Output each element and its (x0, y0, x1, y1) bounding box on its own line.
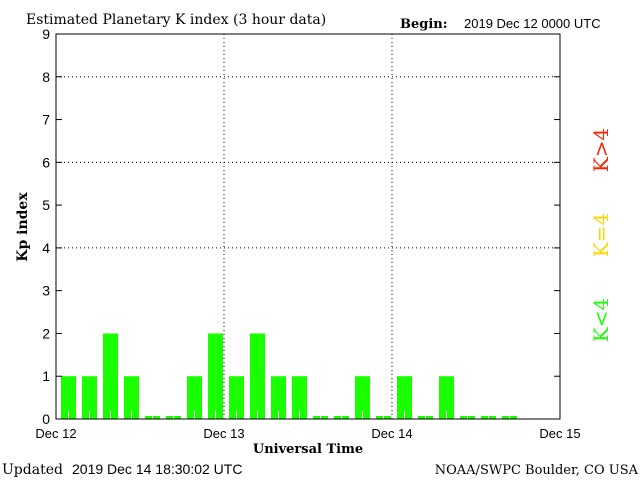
legend-item: K<4 (589, 298, 613, 342)
y-axis-label: Kp index (15, 192, 31, 262)
x-tick-label: Dec 13 (203, 426, 244, 441)
bar (418, 416, 425, 419)
begin-value: 2019 Dec 12 0000 UTC (464, 16, 601, 31)
bar (174, 416, 181, 419)
chart-title: Estimated Planetary K index (3 hour data… (26, 12, 326, 28)
bar (468, 416, 475, 419)
bar (187, 376, 202, 419)
y-axis-ticks: 0 1 2 3 4 5 6 7 8 9 (42, 26, 560, 427)
bar (342, 416, 349, 419)
y-tick-label: 1 (42, 368, 50, 384)
y-tick-label: 5 (42, 197, 50, 213)
bar (153, 416, 160, 419)
bar (145, 416, 152, 419)
bar (439, 376, 454, 419)
updated-value: 2019 Dec 14 18:30:02 UTC (72, 461, 242, 477)
bar (384, 416, 391, 419)
bar (460, 416, 467, 419)
y-tick-label: 8 (42, 69, 50, 85)
bar (355, 376, 370, 419)
bar (208, 333, 223, 419)
y-tick-label: 9 (42, 26, 50, 42)
legend-item: K=4 (589, 213, 613, 257)
plot-frame (55, 33, 561, 420)
bar (376, 416, 383, 419)
x-axis-ticks: Dec 12 Dec 13 Dec 14 Dec 15 (35, 426, 580, 441)
x-axis-label: Universal Time (253, 442, 363, 457)
bar (229, 376, 244, 419)
bar (271, 376, 286, 419)
bar (397, 376, 412, 419)
bars (61, 333, 517, 419)
bar (103, 333, 118, 419)
bar (489, 416, 496, 419)
y-tick-label: 6 (42, 154, 50, 170)
legend-item: K>4 (589, 128, 613, 172)
source-credit: NOAA/SWPC Boulder, CO USA (435, 463, 639, 478)
bar (292, 376, 307, 419)
y-tick-label: 3 (42, 283, 50, 299)
bar (334, 416, 341, 419)
y-tick-label: 4 (42, 240, 50, 256)
updated-label: Updated (2, 462, 63, 478)
bar (502, 416, 509, 419)
y-tick-label: 2 (42, 325, 50, 341)
y-tick-label: 7 (42, 112, 50, 128)
bar (166, 416, 173, 419)
bar (124, 376, 139, 419)
x-tick-label: Dec 12 (35, 426, 76, 441)
bar (481, 416, 488, 419)
y-tick-label: 0 (42, 411, 50, 427)
grid-lines (56, 34, 560, 419)
bar (82, 376, 97, 419)
x-tick-label: Dec 14 (371, 426, 412, 441)
bar (426, 416, 433, 419)
bar (321, 416, 328, 419)
begin-label: Begin: (400, 17, 448, 32)
x-tick-label: Dec 15 (539, 426, 580, 441)
legend: K>4 K=4 K<4 (589, 128, 613, 342)
bar (313, 416, 320, 419)
bar (61, 376, 76, 419)
bar (250, 333, 265, 419)
bar (510, 416, 517, 419)
